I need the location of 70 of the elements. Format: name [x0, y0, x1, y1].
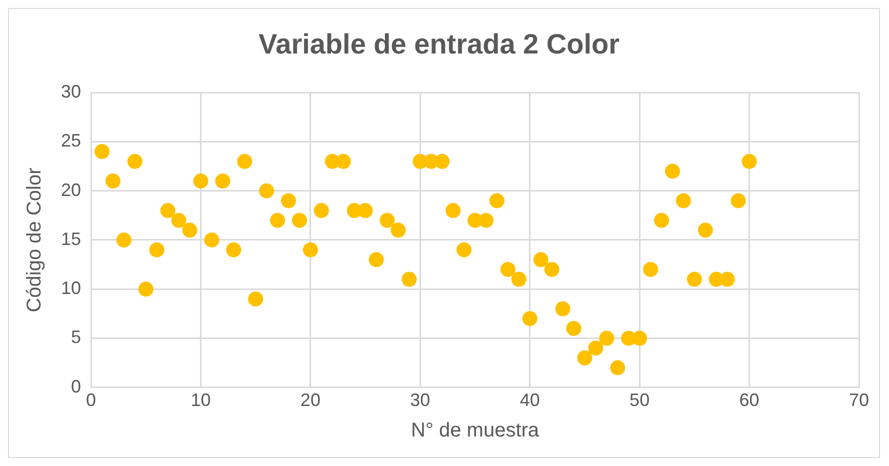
x-tick-label: 70 [848, 390, 870, 410]
point [599, 330, 614, 346]
y-tick-label: 10 [60, 278, 82, 298]
point [182, 222, 198, 238]
point [456, 242, 472, 258]
y-tick-label: 15 [60, 228, 82, 249]
point [555, 301, 570, 316]
point [522, 311, 538, 326]
point [292, 212, 307, 228]
x-tick-label: 30 [410, 390, 430, 410]
y-tick-label: 30 [60, 82, 82, 102]
point [171, 212, 186, 228]
x-tick-label: 40 [520, 390, 540, 410]
point [204, 232, 220, 248]
x-tick-label: 10 [190, 390, 211, 410]
point [511, 272, 526, 287]
point [138, 282, 154, 297]
point [105, 174, 120, 189]
point [686, 272, 702, 287]
point [237, 154, 252, 169]
point [676, 193, 691, 208]
point [94, 144, 110, 160]
point [632, 330, 648, 346]
x-tick-label: 0 [86, 390, 96, 410]
point [402, 272, 417, 287]
point [664, 164, 680, 179]
point [489, 193, 504, 208]
point [500, 262, 516, 277]
point [215, 174, 230, 189]
point [368, 252, 384, 268]
point [380, 212, 395, 228]
point [544, 262, 560, 277]
point [588, 340, 604, 356]
point [193, 174, 208, 189]
point [149, 242, 164, 258]
chart-title: Variable de entrada 2 Color [258, 28, 620, 60]
point [643, 262, 658, 277]
point [127, 154, 142, 169]
point [566, 320, 582, 336]
point [116, 232, 132, 248]
point [336, 154, 351, 169]
point [434, 154, 450, 169]
x-tick-label: 50 [630, 390, 650, 410]
point [390, 222, 406, 238]
point [259, 183, 274, 198]
point [314, 203, 329, 218]
point [577, 350, 592, 366]
point [654, 212, 670, 228]
y-tick-label: 25 [60, 130, 82, 151]
point [446, 203, 461, 218]
point [730, 193, 746, 208]
point [742, 154, 757, 169]
y-axis-title: Código de Color [24, 167, 46, 312]
point [248, 291, 264, 306]
point [270, 212, 286, 228]
point [302, 242, 318, 258]
point [226, 242, 242, 258]
point [720, 272, 735, 287]
point [698, 222, 713, 238]
point [533, 252, 548, 268]
x-axis-title: N° de muestra [410, 420, 540, 442]
point [160, 203, 176, 218]
point [281, 193, 296, 208]
x-tick-label: 60 [739, 390, 760, 410]
point [358, 203, 373, 218]
y-tick-label: 0 [71, 376, 82, 396]
y-tick-label: 20 [60, 180, 82, 200]
x-tick-label: 20 [300, 390, 320, 410]
y-tick-label: 5 [71, 327, 82, 348]
point [610, 360, 626, 376]
